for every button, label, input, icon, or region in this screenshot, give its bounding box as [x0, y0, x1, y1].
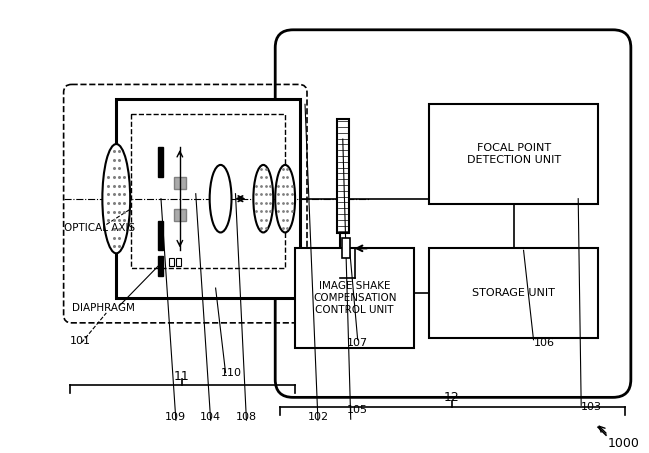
- Ellipse shape: [103, 144, 130, 253]
- Text: OPTICAL AXIS: OPTICAL AXIS: [64, 223, 135, 233]
- Bar: [158, 147, 163, 177]
- Bar: [176, 258, 181, 266]
- Ellipse shape: [253, 165, 273, 232]
- Bar: [169, 258, 174, 266]
- Bar: [158, 221, 163, 251]
- Text: 109: 109: [165, 412, 186, 422]
- Bar: [174, 209, 186, 221]
- Text: 102: 102: [308, 412, 328, 422]
- Bar: [342, 238, 350, 258]
- Bar: [429, 104, 598, 204]
- Text: 11: 11: [174, 370, 190, 382]
- Text: FOCAL POINT
DETECTION UNIT: FOCAL POINT DETECTION UNIT: [467, 143, 561, 165]
- Text: 110: 110: [221, 367, 241, 377]
- Ellipse shape: [275, 165, 295, 232]
- Text: 108: 108: [236, 412, 257, 422]
- Text: 12: 12: [444, 391, 460, 405]
- Bar: [337, 119, 349, 233]
- Text: 103: 103: [582, 402, 602, 412]
- Text: 1000: 1000: [608, 437, 640, 450]
- Bar: [295, 248, 414, 348]
- Bar: [429, 248, 598, 338]
- Text: 105: 105: [347, 405, 368, 415]
- Bar: [131, 114, 285, 268]
- Bar: [158, 256, 163, 276]
- Bar: [116, 99, 300, 298]
- Text: DIAPHRAGM: DIAPHRAGM: [71, 303, 134, 313]
- Text: IMAGE SHAKE
COMPENSATION
CONTROL UNIT: IMAGE SHAKE COMPENSATION CONTROL UNIT: [313, 281, 397, 315]
- Text: 104: 104: [200, 412, 221, 422]
- Text: STORAGE UNIT: STORAGE UNIT: [472, 288, 555, 298]
- Text: 107: 107: [347, 338, 368, 348]
- Text: 106: 106: [533, 338, 554, 348]
- Text: 101: 101: [69, 336, 91, 346]
- Ellipse shape: [210, 165, 232, 232]
- Bar: [174, 177, 186, 189]
